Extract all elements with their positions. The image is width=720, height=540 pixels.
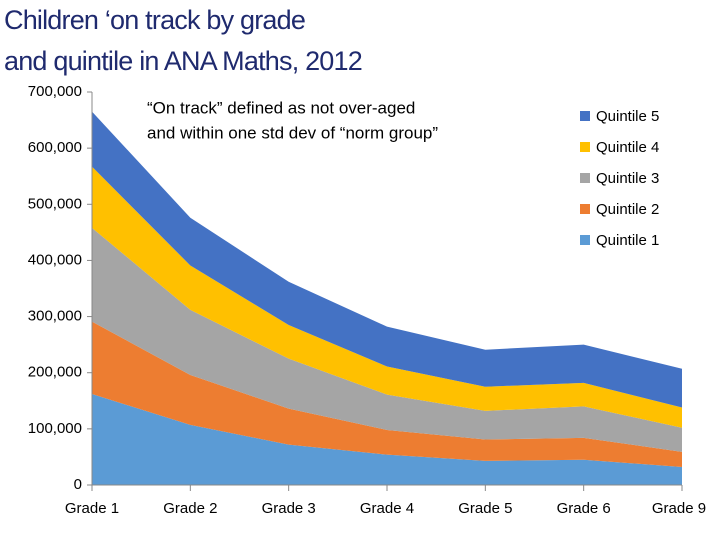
y-tick-label: 300,000 <box>28 308 82 325</box>
y-tick-label: 500,000 <box>28 195 82 212</box>
legend-label: Quintile 4 <box>596 139 659 156</box>
x-tick-label: Grade 5 <box>458 500 512 517</box>
y-tick-label: 200,000 <box>28 364 82 381</box>
x-tick-label: Grade 9 <box>652 500 706 517</box>
annotation: and within one std dev of “norm group” <box>147 123 438 142</box>
legend-swatch <box>580 111 590 121</box>
legend-label: Quintile 2 <box>596 201 659 218</box>
x-tick-label: Grade 3 <box>262 500 316 517</box>
chart-title: Children ‘on track by grade <box>4 5 305 35</box>
area <box>92 321 682 468</box>
area <box>92 111 682 408</box>
chart-title: and quintile in ANA Maths, 2012 <box>4 46 362 76</box>
y-tick-label: 100,000 <box>28 420 82 437</box>
y-tick-label: 400,000 <box>28 251 82 268</box>
x-tick-label: Grade 6 <box>557 500 611 517</box>
legend-label: Quintile 1 <box>596 232 659 249</box>
legend-swatch <box>580 142 590 152</box>
legend-swatch <box>580 173 590 183</box>
y-tick-label: 700,000 <box>28 83 82 100</box>
y-tick-label: 0 <box>74 476 82 493</box>
legend-label: Quintile 5 <box>596 108 659 125</box>
area <box>92 394 682 485</box>
legend-label: Quintile 3 <box>596 170 659 187</box>
area <box>92 166 682 428</box>
legend-swatch <box>580 235 590 245</box>
x-tick-label: Grade 2 <box>163 500 217 517</box>
annotation: “On track” defined as not over-aged <box>147 98 415 117</box>
area <box>92 227 682 452</box>
x-tick-label: Grade 4 <box>360 500 414 517</box>
legend-swatch <box>580 204 590 214</box>
y-tick-label: 600,000 <box>28 139 82 156</box>
x-tick-label: Grade 1 <box>65 500 119 517</box>
